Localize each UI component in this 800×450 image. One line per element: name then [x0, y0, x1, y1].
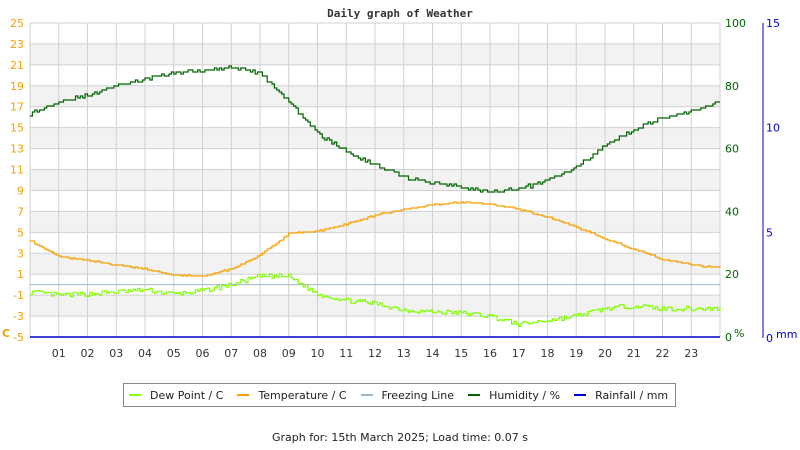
temp-tick-label: -1 — [13, 289, 24, 302]
hour-tick-label: 01 — [52, 347, 66, 360]
temp-tick-label: 1 — [17, 268, 24, 281]
axis-labels: 252321191715131197531-1-3-5C100806040200… — [2, 17, 797, 360]
rainfall-swatch — [574, 394, 587, 396]
temp-tick-label: 3 — [17, 247, 24, 260]
temp-tick-label: 17 — [10, 101, 24, 114]
legend-item-dew-point: Dew Point / C — [128, 389, 223, 402]
rainfall-unit-label: mm — [776, 328, 797, 341]
temp-tick-label: 15 — [10, 122, 24, 135]
rainfall-tick-label: 5 — [766, 226, 773, 239]
temperature-swatch — [237, 394, 250, 396]
temp-tick-label: 11 — [10, 164, 24, 177]
legend-item-humidity: Humidity / % — [467, 389, 560, 402]
temp-tick-label: 5 — [17, 226, 24, 239]
plot-series — [30, 65, 721, 338]
hour-tick-label: 20 — [598, 347, 612, 360]
hour-tick-label: 18 — [541, 347, 555, 360]
rainfall-tick-label: 10 — [766, 122, 780, 135]
temp-tick-label: 19 — [10, 80, 24, 93]
freezing-line-swatch — [360, 394, 373, 396]
hour-tick-label: 17 — [512, 347, 526, 360]
humidity-tick-label: 100 — [725, 17, 746, 30]
rainfall-tick-label: 0 — [766, 332, 773, 345]
rainfall-tick-label: 15 — [766, 17, 780, 30]
temp-tick-label: -3 — [13, 310, 24, 323]
hour-tick-label: 11 — [339, 347, 353, 360]
humidity-tick-label: 20 — [725, 268, 739, 281]
hour-tick-label: 21 — [627, 347, 641, 360]
hour-tick-label: 02 — [81, 347, 95, 360]
hour-tick-label: 19 — [569, 347, 583, 360]
legend-label: Temperature / C — [258, 388, 347, 402]
dew-point-swatch — [129, 394, 141, 396]
legend-label: Dew Point / C — [150, 388, 224, 402]
hour-tick-label: 16 — [483, 347, 497, 360]
temp-tick-label: -5 — [13, 331, 24, 344]
hour-tick-label: 23 — [684, 347, 698, 360]
graph-footer: Graph for: 15th March 2025; Load time: 0… — [271, 431, 529, 444]
hour-tick-label: 07 — [224, 347, 238, 360]
hour-tick-label: 22 — [656, 347, 670, 360]
humidity-tick-label: 80 — [725, 80, 739, 93]
legend-item-freezing-line: Freezing Line — [360, 388, 455, 402]
hour-tick-label: 09 — [282, 347, 296, 360]
chart-legend: Dew Point / C Temperature / C Freezing L… — [123, 383, 676, 407]
dew-point-line — [30, 273, 721, 328]
temp-tick-label: 9 — [17, 184, 24, 197]
hour-tick-label: 12 — [368, 347, 382, 360]
humidity-unit-label: % — [734, 327, 744, 340]
temperature-line — [30, 201, 721, 277]
temp-tick-label: 7 — [17, 205, 24, 218]
legend-label: Freezing Line — [381, 388, 455, 402]
legend-label: Rainfall / mm — [595, 388, 669, 402]
hour-tick-label: 14 — [426, 347, 440, 360]
hour-tick-label: 04 — [138, 347, 152, 360]
chart-title: Daily graph of Weather — [327, 7, 473, 20]
hour-tick-label: 03 — [109, 347, 123, 360]
temp-tick-label: 23 — [10, 38, 24, 51]
temp-tick-label: 21 — [10, 59, 24, 72]
legend-label: Humidity / % — [489, 388, 561, 402]
hour-tick-label: 06 — [196, 347, 210, 360]
humidity-tick-label: 40 — [725, 205, 739, 218]
temp-unit-label: C — [2, 327, 10, 340]
temp-tick-label: 25 — [10, 17, 24, 30]
legend-item-temperature: Temperature / C — [236, 388, 347, 402]
hour-tick-label: 05 — [167, 347, 181, 360]
hour-tick-label: 08 — [253, 347, 267, 360]
humidity-swatch — [468, 394, 481, 396]
humidity-tick-label: 60 — [725, 143, 739, 156]
humidity-tick-label: 0 — [725, 331, 732, 344]
legend-item-rainfall: Rainfall / mm — [573, 389, 668, 402]
hour-tick-label: 15 — [454, 347, 468, 360]
hour-tick-label: 10 — [311, 347, 325, 360]
hour-tick-label: 13 — [397, 347, 411, 360]
humidity-line — [30, 65, 720, 193]
temp-tick-label: 13 — [10, 143, 24, 156]
